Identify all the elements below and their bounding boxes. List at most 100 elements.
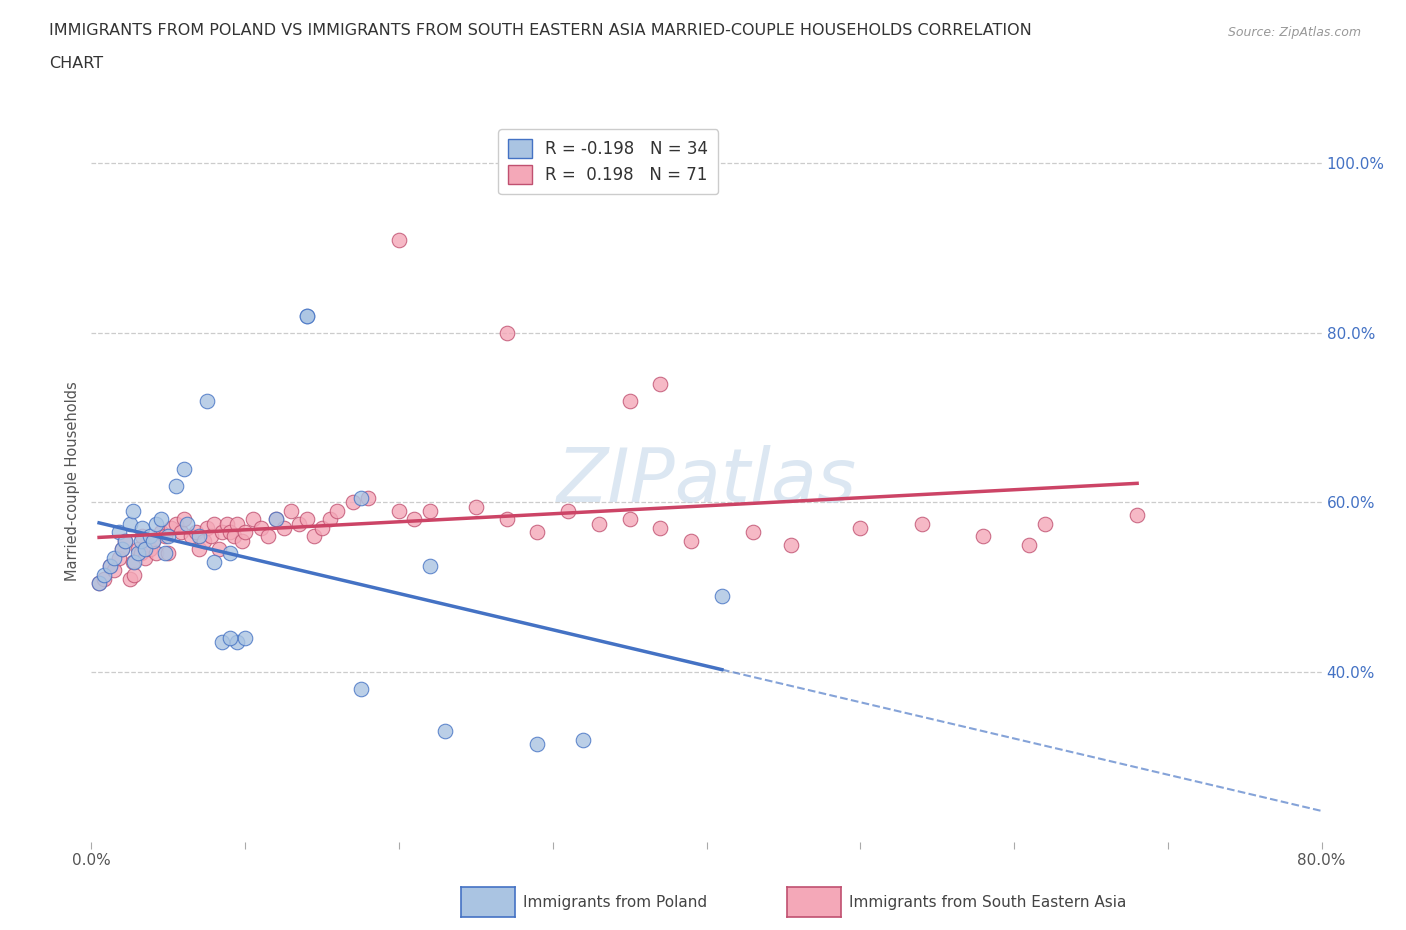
- Point: [157, 546, 180, 561]
- Point: [176, 516, 198, 531]
- Text: IMMIGRANTS FROM POLAND VS IMMIGRANTS FROM SOUTH EASTERN ASIA MARRIED-COUPLE HOUS: IMMIGRANTS FROM POLAND VS IMMIGRANTS FRO…: [49, 23, 1032, 38]
- Point: [650, 377, 672, 392]
- Point: [557, 503, 579, 518]
- Point: [304, 529, 326, 544]
- Point: [233, 525, 256, 539]
- Point: [295, 512, 318, 527]
- Point: [295, 309, 318, 324]
- Point: [224, 529, 246, 544]
- Point: [257, 529, 280, 544]
- Point: [264, 512, 287, 527]
- Point: [87, 576, 110, 591]
- Point: [134, 551, 156, 565]
- Point: [849, 521, 872, 536]
- Point: [165, 516, 187, 531]
- Point: [526, 737, 548, 751]
- Point: [169, 525, 191, 539]
- Point: [288, 516, 311, 531]
- Point: [495, 326, 517, 340]
- Point: [131, 521, 153, 536]
- Point: [118, 516, 141, 531]
- Point: [114, 533, 136, 548]
- Point: [572, 733, 595, 748]
- Point: [131, 529, 153, 544]
- Point: [273, 521, 295, 536]
- Point: [142, 533, 165, 548]
- Point: [464, 499, 486, 514]
- Point: [142, 533, 165, 548]
- Point: [741, 525, 763, 539]
- Point: [215, 516, 238, 531]
- Point: [122, 554, 145, 569]
- Point: [588, 516, 610, 531]
- Point: [160, 521, 183, 536]
- Y-axis label: Married-couple Households: Married-couple Households: [65, 381, 80, 581]
- Point: [173, 461, 195, 476]
- Text: Immigrants from Poland: Immigrants from Poland: [523, 895, 707, 910]
- Point: [319, 512, 342, 527]
- Point: [780, 538, 803, 552]
- Point: [184, 525, 207, 539]
- Point: [180, 529, 202, 544]
- Point: [108, 525, 131, 539]
- Point: [98, 559, 121, 574]
- Point: [388, 503, 411, 518]
- Point: [357, 491, 380, 506]
- Point: [114, 533, 136, 548]
- Point: [149, 512, 172, 527]
- Point: [124, 567, 146, 582]
- Point: [188, 541, 211, 556]
- Point: [419, 503, 441, 518]
- Point: [111, 541, 134, 556]
- Point: [326, 503, 349, 518]
- Point: [218, 546, 240, 561]
- Point: [972, 529, 994, 544]
- Point: [108, 551, 131, 565]
- Point: [211, 525, 233, 539]
- Point: [153, 546, 177, 561]
- Point: [311, 521, 333, 536]
- Point: [1033, 516, 1056, 531]
- Point: [134, 541, 156, 556]
- Point: [195, 521, 218, 536]
- Point: [208, 541, 231, 556]
- Point: [526, 525, 548, 539]
- Point: [139, 529, 162, 544]
- Point: [619, 512, 641, 527]
- Text: CHART: CHART: [49, 56, 103, 71]
- Point: [193, 533, 215, 548]
- Point: [103, 563, 125, 578]
- Point: [124, 554, 146, 569]
- Point: [681, 533, 703, 548]
- Point: [226, 516, 249, 531]
- Point: [280, 503, 302, 518]
- Point: [118, 571, 141, 586]
- Text: ZIPatlas: ZIPatlas: [557, 445, 856, 517]
- Point: [218, 631, 240, 645]
- Point: [98, 559, 121, 574]
- Point: [103, 551, 125, 565]
- Point: [145, 516, 167, 531]
- Point: [404, 512, 426, 527]
- Point: [202, 554, 225, 569]
- Point: [173, 512, 195, 527]
- Text: Source: ZipAtlas.com: Source: ZipAtlas.com: [1227, 26, 1361, 39]
- Point: [218, 525, 240, 539]
- Point: [226, 635, 249, 650]
- Point: [242, 512, 264, 527]
- Text: Immigrants from South Eastern Asia: Immigrants from South Eastern Asia: [849, 895, 1126, 910]
- Point: [434, 724, 457, 738]
- Point: [911, 516, 934, 531]
- Point: [139, 541, 162, 556]
- Point: [388, 232, 411, 247]
- Point: [295, 309, 318, 324]
- Point: [619, 393, 641, 408]
- Point: [122, 503, 145, 518]
- Point: [153, 529, 177, 544]
- Point: [233, 631, 256, 645]
- Point: [249, 521, 271, 536]
- Point: [165, 478, 187, 493]
- Point: [650, 521, 672, 536]
- Point: [231, 533, 253, 548]
- Point: [202, 516, 225, 531]
